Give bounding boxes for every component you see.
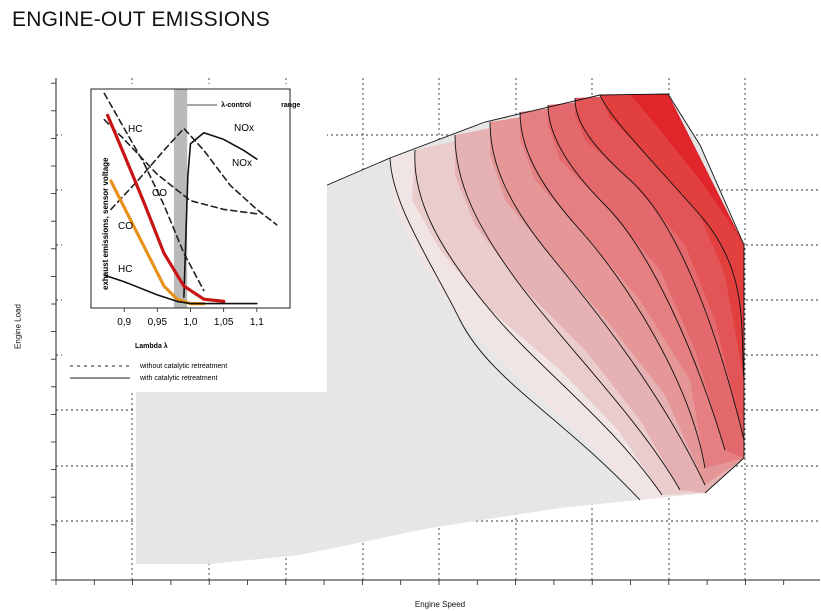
inset-series-nox-solid [183,132,258,298]
contour-line [547,104,726,451]
inset-series-hc-solid [106,113,226,303]
label-hc-solid: HC [118,264,132,275]
inset-figure: λ-control range 0,9 0,95 1,0 1,05 1,1 Lambda… [62,84,327,392]
label-co-solid: CO [118,221,133,232]
contour-line [519,111,706,469]
inset-x-tick-label: 0,95 [148,317,168,328]
contour-line [414,149,663,496]
contour-line [454,134,681,491]
inset-x-label: Lambda λ [135,342,168,350]
inset-series-co-dashed [103,92,205,292]
inset-series-hc-dashed [103,118,258,215]
contour-line [574,97,745,441]
inset-x-tick-label: 1,05 [214,317,234,328]
inset-series-group [103,92,278,306]
legend-solid-label: with catalytic retreatment [139,375,217,382]
x-axis-label: Engine Speed [414,600,466,609]
inset-series-hc-solid [103,274,258,305]
inset-x-tick-label: 0,9 [117,317,131,328]
heat-band-8 [600,94,744,380]
inset-series-nox-dashed [110,127,278,226]
region-edge [324,93,745,494]
inset-x-tick-label: 1,1 [250,317,264,328]
band-label: λ-control [221,101,251,109]
band-label-range: range [281,102,300,109]
contour-line [599,94,745,381]
contour-lines [324,93,745,501]
axis-ticks [51,82,785,585]
label-co-dashed: CO [152,188,167,199]
contour-line [489,121,706,486]
inset-y-label: exhaust emissions, sensor voltage [101,157,110,290]
contour-line [389,157,641,501]
label-nox-dashed: NOx [234,123,254,134]
inset-background [62,84,327,392]
label-hc-dashed: HC [128,124,142,135]
inset-x-tick-label: 1,0 [184,317,198,328]
legend-dashed-label: without catalytic retreatment [139,363,227,370]
inset-x-ticks: 0,9 0,95 1,0 1,05 1,1 [117,308,264,328]
y-axis-label: Engine Load [13,304,23,349]
lambda-control-band [173,89,188,308]
label-nox-solid: NOx [232,158,252,169]
page-title: ENGINE-OUT EMISSIONS [12,8,270,31]
